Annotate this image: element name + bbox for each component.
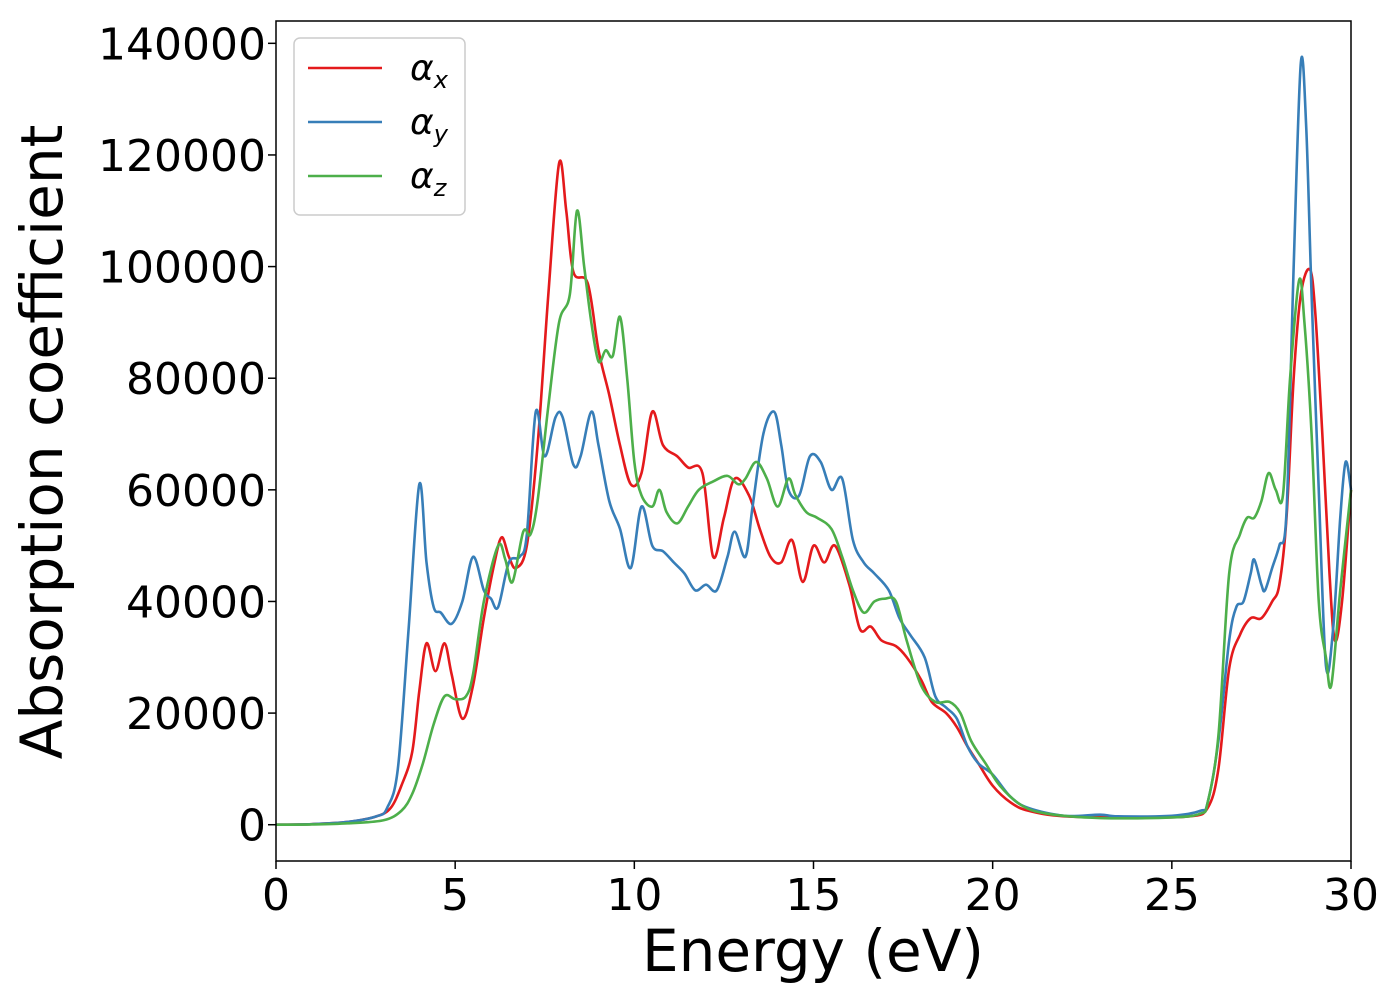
y-tick-label: 40000	[126, 577, 266, 628]
y-tick-label: 60000	[126, 466, 266, 517]
x-tick-label: 25	[1144, 870, 1200, 921]
x-tick-label: 15	[786, 870, 842, 921]
x-tick-label: 10	[606, 870, 662, 921]
series-line-z	[275, 209, 1353, 827]
x-tick-label: 5	[441, 870, 469, 921]
legend-label-z: αz	[410, 156, 448, 202]
y-axis-ticks: 0 20000 40000 60000 80000 100000 120000 140000	[98, 19, 276, 852]
y-tick-label: 100000	[98, 243, 266, 294]
y-tick-label: 80000	[126, 354, 266, 405]
legend-label-y: αy	[410, 102, 449, 148]
y-tick-label: 20000	[126, 689, 266, 740]
series-line-y	[275, 55, 1353, 827]
y-axis-label: Absorption coefficient	[8, 125, 76, 760]
x-tick-label: 30	[1323, 870, 1379, 921]
legend-label-x: αx	[410, 48, 449, 94]
legend: αx αy αz	[293, 37, 466, 216]
x-axis-label: Energy (eV)	[642, 917, 984, 985]
x-tick-label: 0	[262, 870, 290, 921]
x-tick-label: 20	[965, 870, 1021, 921]
x-axis-ticks: 0 5 10 15 20 25 30	[262, 861, 1379, 921]
y-tick-label: 140000	[98, 19, 266, 70]
y-tick-label: 120000	[98, 131, 266, 182]
legend-box	[293, 37, 466, 216]
y-tick-label: 0	[238, 801, 266, 852]
series-lines	[275, 55, 1353, 827]
